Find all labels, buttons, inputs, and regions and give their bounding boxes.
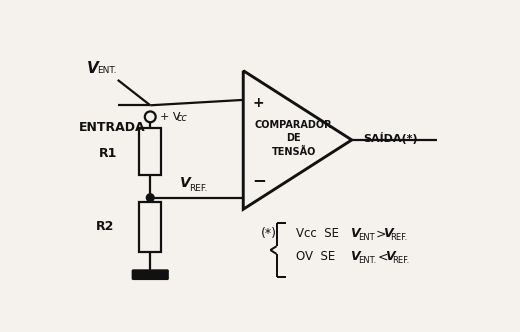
Text: V: V <box>350 227 360 240</box>
Text: ENT: ENT <box>358 233 374 242</box>
Text: REF.: REF. <box>189 184 207 193</box>
Text: V: V <box>350 250 360 264</box>
Text: cc: cc <box>177 113 187 123</box>
Text: R2: R2 <box>96 220 114 233</box>
Text: REF.: REF. <box>391 233 408 242</box>
Text: V: V <box>384 227 393 240</box>
Text: DE: DE <box>287 133 301 143</box>
Text: V: V <box>385 250 395 264</box>
Text: <: < <box>378 250 388 264</box>
FancyBboxPatch shape <box>132 269 169 280</box>
Text: ENT.: ENT. <box>358 256 376 265</box>
Text: + V: + V <box>160 112 180 122</box>
FancyBboxPatch shape <box>139 128 161 175</box>
Text: >: > <box>376 227 386 240</box>
Text: V: V <box>87 61 98 76</box>
FancyBboxPatch shape <box>139 202 161 252</box>
Text: OV  SE: OV SE <box>296 250 343 264</box>
Text: −: − <box>253 171 266 189</box>
Text: R1: R1 <box>99 146 118 160</box>
Text: TENSÃO: TENSÃO <box>271 147 316 157</box>
Text: SAÍDA(*): SAÍDA(*) <box>363 132 418 144</box>
Text: V: V <box>180 176 190 190</box>
Text: +: + <box>253 96 264 110</box>
Text: COMPARADOR: COMPARADOR <box>255 120 332 129</box>
Text: ENTRADA: ENTRADA <box>79 121 146 134</box>
Text: Vcc  SE: Vcc SE <box>296 227 346 240</box>
Text: ENT.: ENT. <box>97 66 116 75</box>
Text: (*): (*) <box>261 227 277 240</box>
Text: REF.: REF. <box>392 256 409 265</box>
Circle shape <box>146 194 154 202</box>
